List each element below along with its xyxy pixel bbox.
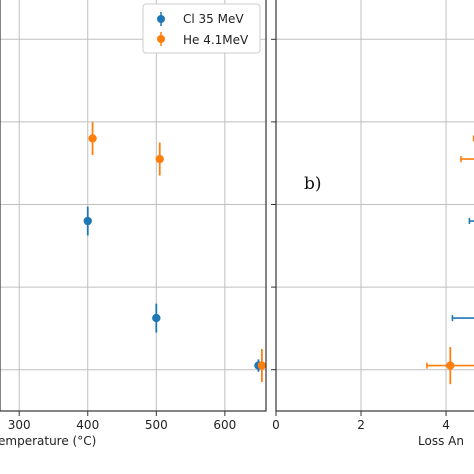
data-point-cl bbox=[83, 206, 92, 236]
data-point-cl bbox=[152, 303, 161, 333]
panel-b-gridlines bbox=[275, 0, 474, 411]
data-point-he bbox=[426, 346, 474, 385]
x-tick-label: 0 bbox=[272, 418, 280, 432]
marker-he bbox=[446, 361, 455, 370]
legend-label-cl: Cl 35 MeV bbox=[183, 12, 244, 26]
marker-cl bbox=[152, 313, 161, 323]
panel-a-x-ticks: 300 400 500 600 bbox=[8, 411, 236, 432]
panel-a-frame bbox=[0, 0, 267, 412]
panel-b-x-axis-label: Loss An bbox=[418, 434, 464, 448]
marker-he bbox=[155, 154, 164, 164]
panel-b: 0 2 4 b) Loss An bbox=[271, 0, 474, 448]
x-tick-label: 300 bbox=[8, 418, 31, 432]
legend-box bbox=[142, 3, 261, 54]
marker-he bbox=[257, 361, 267, 370]
data-point-he bbox=[257, 349, 267, 383]
data-point-cl bbox=[451, 315, 474, 322]
x-tick-label: 600 bbox=[213, 418, 236, 432]
panel-a: 300 400 500 600 emperature (°C) Cl 35 MeV H… bbox=[0, 0, 267, 448]
marker-cl bbox=[83, 216, 92, 226]
legend-marker-he bbox=[157, 35, 165, 43]
data-point-he bbox=[460, 156, 474, 163]
x-tick-label: 4 bbox=[442, 418, 450, 432]
panel-b-x-ticks: 0 2 4 bbox=[272, 411, 450, 432]
x-tick-label: 400 bbox=[76, 418, 99, 432]
panel-b-label: b) bbox=[304, 174, 322, 194]
legend-label-he: He 4.1MeV bbox=[183, 33, 249, 47]
panel-b-y-ticks bbox=[271, 38, 276, 371]
data-point-cl bbox=[468, 218, 474, 225]
panel-b-frame bbox=[275, 0, 474, 412]
x-tick-label: 500 bbox=[145, 418, 168, 432]
legend: Cl 35 MeV He 4.1MeV bbox=[142, 3, 261, 54]
legend-entry-he: He 4.1MeV bbox=[157, 32, 249, 47]
marker-he bbox=[88, 134, 97, 143]
panel-a-data-marks bbox=[83, 121, 267, 383]
x-tick-label: 2 bbox=[357, 418, 365, 432]
data-point-he bbox=[88, 121, 97, 155]
panel-b-data-marks bbox=[426, 135, 474, 385]
legend-entry-cl: Cl 35 MeV bbox=[157, 12, 244, 26]
panel-a-gridlines bbox=[0, 0, 266, 411]
data-point-he bbox=[155, 142, 164, 176]
panel-a-x-axis-label: emperature (°C) bbox=[0, 434, 96, 448]
legend-marker-cl bbox=[157, 15, 165, 23]
